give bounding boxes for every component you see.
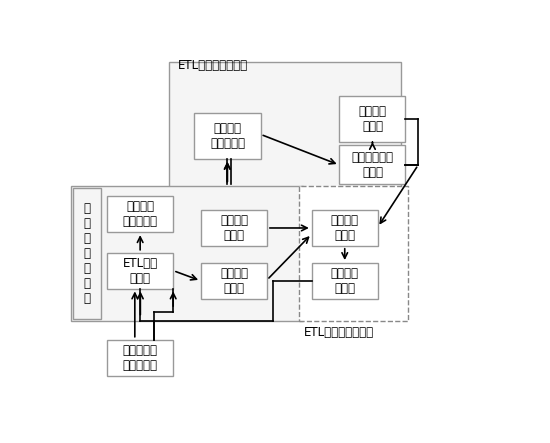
Text: 任务异常信息
存储器: 任务异常信息 存储器 (351, 151, 393, 179)
Text: 异常信息
发送器: 异常信息 发送器 (359, 105, 387, 133)
FancyBboxPatch shape (169, 62, 402, 190)
FancyBboxPatch shape (201, 210, 267, 246)
Text: 任务执行
监控处理器: 任务执行 监控处理器 (210, 122, 245, 150)
FancyBboxPatch shape (107, 340, 173, 376)
FancyBboxPatch shape (71, 186, 303, 321)
FancyBboxPatch shape (201, 263, 267, 299)
FancyBboxPatch shape (339, 96, 405, 142)
Text: 任务启动
处理器: 任务启动 处理器 (331, 267, 359, 295)
Text: ETL调度平台服务器: ETL调度平台服务器 (304, 326, 374, 339)
FancyBboxPatch shape (195, 113, 261, 159)
Text: 数
据
仓
库
服
务
器: 数 据 仓 库 服 务 器 (84, 202, 90, 305)
Text: ETL任务
处理器: ETL任务 处理器 (123, 256, 158, 284)
FancyBboxPatch shape (73, 188, 101, 319)
Text: 业务系统数
据库服务器: 业务系统数 据库服务器 (123, 344, 158, 372)
Text: 执行记录
存储器: 执行记录 存储器 (220, 267, 248, 295)
FancyBboxPatch shape (299, 186, 408, 321)
Text: 任务配置
存储器: 任务配置 存储器 (220, 214, 248, 242)
Text: 启动判断
处理器: 启动判断 处理器 (331, 214, 359, 242)
Text: 数据仓库
数据存储器: 数据仓库 数据存储器 (123, 200, 158, 228)
FancyBboxPatch shape (107, 196, 173, 232)
FancyBboxPatch shape (312, 263, 378, 299)
Text: ETL调度监控服务器: ETL调度监控服务器 (178, 58, 248, 72)
FancyBboxPatch shape (312, 210, 378, 246)
FancyBboxPatch shape (107, 253, 173, 288)
FancyBboxPatch shape (339, 145, 405, 184)
